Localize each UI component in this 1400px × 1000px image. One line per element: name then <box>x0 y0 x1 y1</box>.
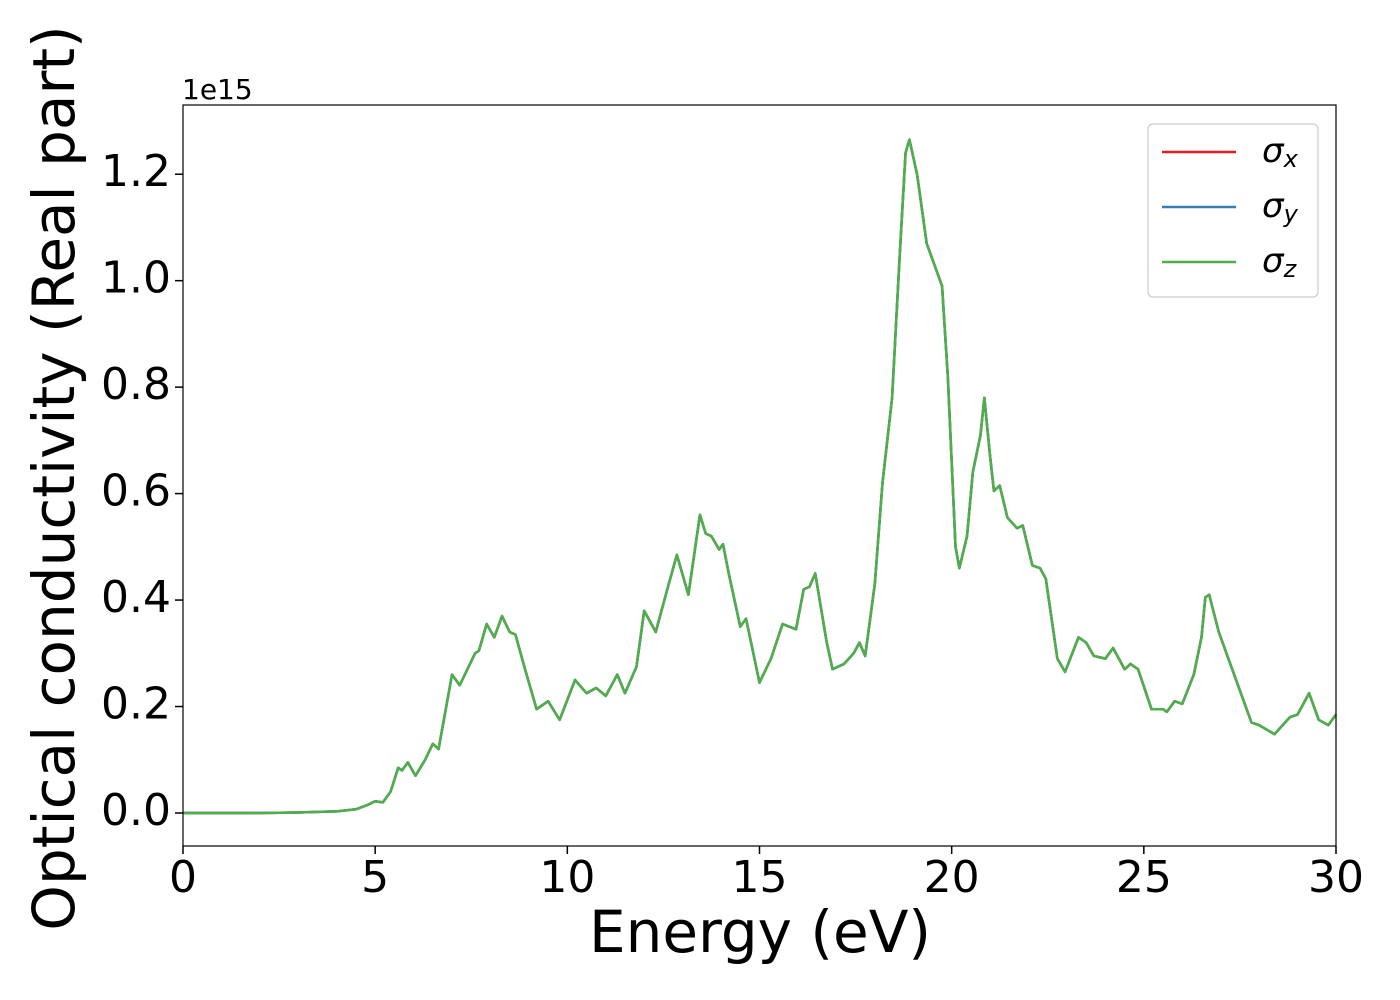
legend-label: σx <box>1262 131 1299 174</box>
plot-frame <box>182 104 1337 847</box>
x-tick-label: 25 <box>1116 852 1172 903</box>
x-tick-label: 30 <box>1308 852 1364 903</box>
y-tick-label: 1.2 <box>101 146 171 197</box>
y-tick-label: 0.8 <box>101 359 171 410</box>
y-axis-label: Optical conductivity (Real part) <box>20 25 88 930</box>
x-tick-label: 0 <box>169 852 197 903</box>
series-line <box>183 138 1338 815</box>
y-tick-label: 0.0 <box>101 785 171 836</box>
x-tick-label: 10 <box>539 852 595 903</box>
x-tick-label: 20 <box>924 852 980 903</box>
legend-box <box>1147 123 1319 298</box>
x-tick-label: 15 <box>732 852 788 903</box>
y-tick-label: 1.0 <box>101 253 171 304</box>
x-axis-label: Energy (eV) <box>589 898 931 966</box>
legend-label: σy <box>1262 186 1299 229</box>
y-offset-label: 1e15 <box>182 73 253 106</box>
x-tick-label: 5 <box>361 852 389 903</box>
y-tick-label: 0.2 <box>101 679 171 730</box>
legend-label: σz <box>1262 241 1298 284</box>
y-tick-label: 0.6 <box>101 466 171 517</box>
y-tick-label: 0.4 <box>101 572 171 623</box>
